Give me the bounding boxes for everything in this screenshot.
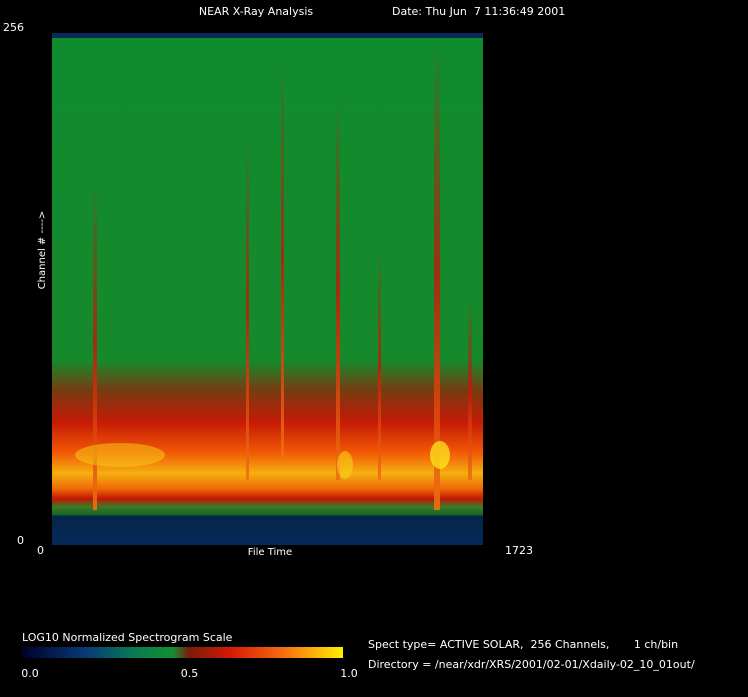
x-tick-label: 1723 <box>505 544 533 557</box>
colorbar <box>22 647 343 658</box>
x-tick-label: 0 <box>37 544 44 557</box>
colorbar-label: LOG10 Normalized Spectrogram Scale <box>22 631 233 644</box>
date: Date: Thu Jun 7 11:36:49 2001 <box>392 5 565 18</box>
y-axis-label: Channel # ----> <box>37 211 48 290</box>
spectrogram-image <box>52 33 483 545</box>
y-tick-label: 0 <box>17 534 24 547</box>
colorbar-tick-label: 0.5 <box>181 667 199 680</box>
x-axis-label: File Time <box>248 547 292 558</box>
directory-info: Directory = /near/xdr/XRS/2001/02-01/Xda… <box>368 658 695 671</box>
colorbar-tick-label: 0.0 <box>21 667 39 680</box>
spect-info: Spect type= ACTIVE SOLAR, 256 Channels, … <box>368 638 678 651</box>
chart-title: NEAR X-Ray Analysis <box>199 5 314 18</box>
colorbar-tick-label: 1.0 <box>340 667 358 680</box>
y-tick-label: 256 <box>3 21 24 34</box>
